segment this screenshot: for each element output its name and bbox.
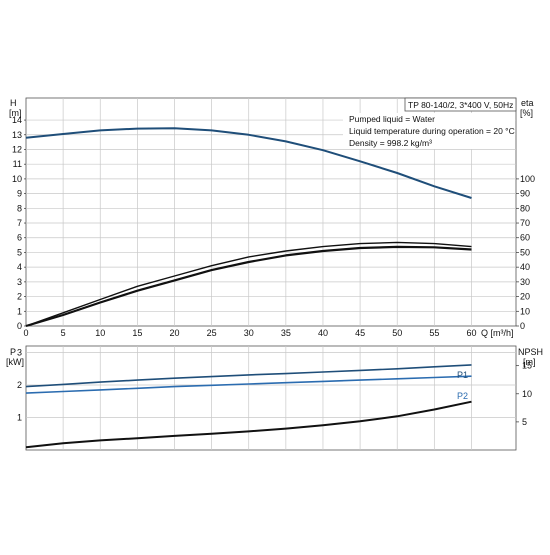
eta-tick-label: 10 bbox=[520, 306, 530, 316]
lower-panel: 1 2 3 5 10 15 P [kW] NPSH [m] P1 P2 bbox=[6, 345, 543, 451]
q-tick-label: 50 bbox=[392, 328, 402, 338]
h-tick-label: 13 bbox=[12, 130, 22, 140]
p2-power-curve bbox=[25, 375, 472, 394]
p-tick-label: 1 bbox=[17, 413, 22, 423]
eta-tick-label: 50 bbox=[520, 247, 530, 257]
eta-tick-label: 80 bbox=[520, 203, 530, 213]
p-tick-label: 3 bbox=[17, 348, 22, 358]
h-tick-label: 10 bbox=[12, 174, 22, 184]
chart-title: TP 80-140/2, 3*400 V, 50Hz bbox=[408, 100, 513, 110]
h-tick-label: 1 bbox=[17, 306, 22, 316]
p1-series-label: P1 bbox=[457, 370, 468, 380]
h-tick-label: 0 bbox=[17, 321, 22, 331]
eta-tick-label: 0 bbox=[520, 321, 525, 331]
h-tick-label: 14 bbox=[12, 115, 22, 125]
x-axis-label: Q [m³/h] bbox=[481, 328, 514, 338]
p1-power-curve bbox=[25, 364, 472, 388]
npsh-tick-label: 15 bbox=[522, 361, 532, 371]
head-curve bbox=[25, 127, 472, 199]
p-tick-label: 2 bbox=[17, 380, 22, 390]
p-axis-label: P bbox=[10, 347, 16, 357]
q-tick-label: 35 bbox=[281, 328, 291, 338]
npsh-tick-label: 5 bbox=[522, 417, 527, 427]
q-tick-label: 25 bbox=[207, 328, 217, 338]
h-tick-label: 6 bbox=[17, 233, 22, 243]
title-box bbox=[404, 97, 517, 112]
lower-plot-frame bbox=[25, 345, 517, 451]
h-tick-label: 4 bbox=[17, 262, 22, 272]
h-tick-label: 8 bbox=[17, 203, 22, 213]
p-axis-unit: [kW] bbox=[6, 357, 24, 367]
q-tick-label: 5 bbox=[61, 328, 66, 338]
h-tick-label: 5 bbox=[17, 247, 22, 257]
upper-tick-labels: 0123456789101112131401020304050607080901… bbox=[12, 115, 535, 338]
info-box-bg bbox=[343, 113, 515, 149]
h-tick-label: 9 bbox=[17, 189, 22, 199]
lower-grid bbox=[26, 346, 516, 450]
h-tick-label: 3 bbox=[17, 277, 22, 287]
eta-tick-label: 40 bbox=[520, 262, 530, 272]
q-tick-label: 10 bbox=[95, 328, 105, 338]
upper-series bbox=[25, 127, 472, 328]
lower-series bbox=[25, 364, 472, 449]
liquid-temperature-note: Liquid temperature during operation = 20… bbox=[349, 126, 515, 136]
q-tick-label: 45 bbox=[355, 328, 365, 338]
eta-tick-label: 90 bbox=[520, 189, 530, 199]
density-note: Density = 998.2 kg/m³ bbox=[349, 138, 432, 148]
h-tick-label: 7 bbox=[17, 218, 22, 228]
eta-tick-label: 60 bbox=[520, 233, 530, 243]
eta-tick-label: 20 bbox=[520, 292, 530, 302]
eta-tick-label: 30 bbox=[520, 277, 530, 287]
npsh-curve bbox=[25, 400, 472, 449]
q-tick-label: 55 bbox=[429, 328, 439, 338]
q-tick-label: 60 bbox=[466, 328, 476, 338]
pumped-liquid-note: Pumped liquid = Water bbox=[349, 114, 435, 124]
eta-axis-label: eta bbox=[521, 98, 534, 108]
q-tick-label: 15 bbox=[132, 328, 142, 338]
q-tick-label: 0 bbox=[23, 328, 28, 338]
h-tick-label: 2 bbox=[17, 292, 22, 302]
h-axis-unit: [m] bbox=[9, 108, 22, 118]
efficiency-curve-upper bbox=[25, 241, 472, 327]
npsh-tick-label: 10 bbox=[522, 389, 532, 399]
p2-series-label: P2 bbox=[457, 391, 468, 401]
eta-tick-label: 100 bbox=[520, 174, 535, 184]
efficiency-curve-lower bbox=[25, 245, 472, 328]
npsh-axis-unit: [m] bbox=[523, 357, 536, 367]
eta-axis-unit: [%] bbox=[520, 108, 533, 118]
h-axis-label: H bbox=[10, 98, 17, 108]
eta-tick-label: 70 bbox=[520, 218, 530, 228]
q-tick-label: 20 bbox=[169, 328, 179, 338]
q-tick-label: 40 bbox=[318, 328, 328, 338]
h-tick-label: 12 bbox=[12, 144, 22, 154]
q-tick-label: 30 bbox=[244, 328, 254, 338]
upper-plot-frame bbox=[25, 97, 517, 327]
npsh-axis-label: NPSH bbox=[518, 347, 543, 357]
h-tick-label: 11 bbox=[13, 159, 22, 169]
upper-panel: 0123456789101112131401020304050607080901… bbox=[9, 97, 535, 338]
lower-tick-labels: 1 2 3 5 10 15 bbox=[17, 348, 532, 427]
